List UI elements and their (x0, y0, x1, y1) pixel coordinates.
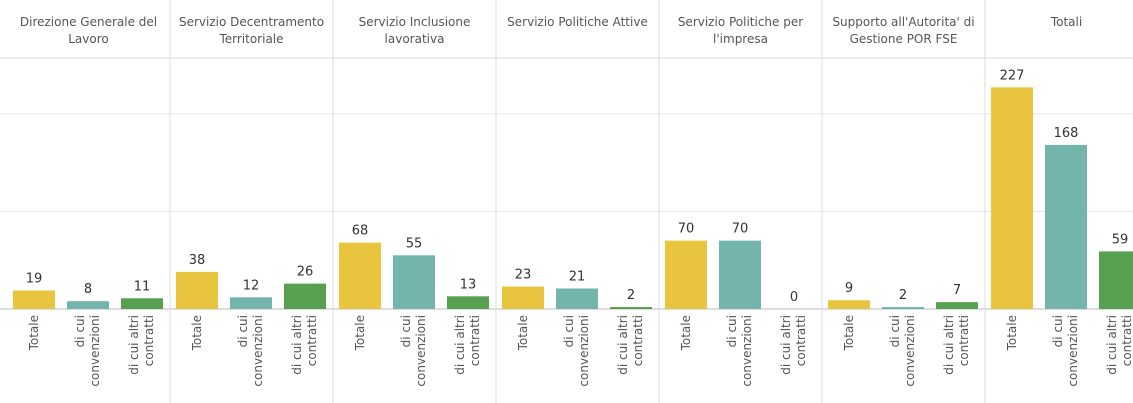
group-header: Direzione Generale del Lavoro (19, 15, 158, 46)
bar (230, 297, 272, 309)
bar (502, 286, 544, 309)
sub-category-label: di cui altri contratti (127, 315, 156, 375)
group-header: Servizio Politiche per l'impresa (677, 15, 804, 46)
sub-category-label: di cui convenzioni (236, 315, 265, 387)
sub-category-label: Totale (678, 315, 693, 351)
value-label: 12 (243, 278, 260, 293)
bar (882, 307, 924, 309)
sub-category-label: di cui altri contratti (453, 315, 482, 375)
sub-category-label: di cui altri contratti (942, 315, 971, 375)
bar (284, 283, 326, 309)
value-label: 227 (1000, 68, 1025, 83)
sub-category-label: Totale (189, 315, 204, 351)
value-label: 8 (84, 282, 92, 297)
bar (610, 307, 652, 309)
bar (393, 255, 435, 309)
value-label: 68 (352, 224, 369, 239)
value-label: 26 (297, 265, 314, 280)
sub-category-label: Totale (352, 315, 367, 351)
sub-category-label: di cui altri contratti (1105, 315, 1133, 375)
sub-category-label: Totale (1004, 315, 1019, 351)
bar (176, 271, 218, 309)
value-label: 21 (569, 269, 586, 284)
value-label: 19 (26, 271, 43, 286)
value-label: 7 (953, 283, 961, 298)
sub-category-label: di cui convenzioni (725, 315, 754, 387)
value-label: 38 (189, 253, 206, 268)
value-label: 13 (460, 277, 477, 292)
sub-category-label: Totale (515, 315, 530, 351)
group-header: Servizio Politiche Attive (507, 15, 648, 29)
value-label: 11 (134, 279, 151, 294)
group-header: Totali (1050, 15, 1083, 29)
bar (13, 290, 55, 309)
bar (67, 301, 109, 309)
value-label: 2 (627, 288, 635, 303)
sub-category-label: di cui convenzioni (888, 315, 917, 387)
bar (1099, 251, 1133, 309)
bar (719, 240, 761, 309)
bar (1045, 144, 1087, 309)
group-header: Servizio Decentramento Territoriale (178, 15, 325, 46)
value-label: 9 (845, 281, 853, 296)
group-header: Supporto all'Autorita' di Gestione POR F… (832, 15, 975, 46)
sub-category-label: Totale (841, 315, 856, 351)
value-label: 59 (1112, 232, 1129, 247)
value-label: 168 (1054, 126, 1079, 141)
sub-category-label: di cui altri contratti (616, 315, 645, 375)
value-label: 2 (899, 288, 907, 303)
value-label: 55 (406, 236, 423, 251)
sub-category-label: Totale (26, 315, 41, 351)
sub-category-label: di cui convenzioni (1051, 315, 1080, 387)
sub-category-label: di cui altri contratti (290, 315, 319, 375)
bar (121, 298, 163, 309)
group-header: Servizio Inclusione lavorativa (358, 15, 471, 46)
bar (828, 300, 870, 309)
bar (936, 302, 978, 309)
bar (991, 87, 1033, 309)
sub-category-label: di cui convenzioni (562, 315, 591, 387)
sub-category-label: di cui convenzioni (73, 315, 102, 387)
bar (556, 288, 598, 309)
value-label: 70 (678, 222, 695, 237)
value-label: 0 (790, 290, 798, 305)
sub-category-label: di cui convenzioni (399, 315, 428, 387)
value-label: 23 (515, 268, 532, 283)
value-label: 70 (732, 222, 749, 237)
bar (665, 240, 707, 309)
bar (339, 242, 381, 309)
sub-category-label: di cui altri contratti (779, 315, 808, 375)
bar (447, 296, 489, 309)
